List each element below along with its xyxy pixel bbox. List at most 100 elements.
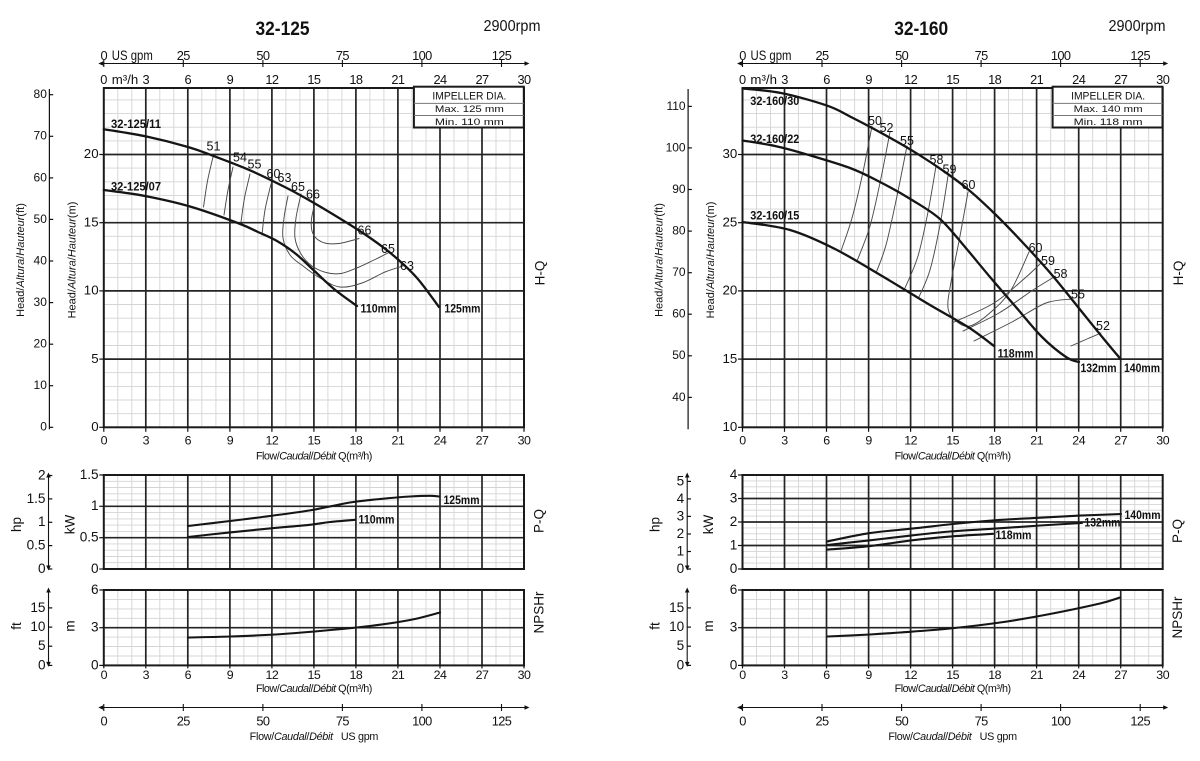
svg-text:0: 0 <box>100 72 107 87</box>
svg-text:3: 3 <box>781 72 788 87</box>
svg-text:Head/Altura/Hauteur(ft): Head/Altura/Hauteur(ft) <box>654 203 666 317</box>
svg-text:1: 1 <box>730 537 738 552</box>
svg-text:51: 51 <box>207 140 221 154</box>
svg-text:NPSHr: NPSHr <box>532 591 547 634</box>
svg-text:10: 10 <box>84 283 99 298</box>
svg-text:70: 70 <box>34 129 48 143</box>
svg-text:24: 24 <box>1072 668 1085 682</box>
svg-text:55: 55 <box>248 158 262 172</box>
svg-text:65: 65 <box>381 242 395 256</box>
svg-text:32-160/22: 32-160/22 <box>750 132 799 146</box>
svg-text:6: 6 <box>185 433 192 447</box>
svg-text:90: 90 <box>672 182 686 196</box>
svg-text:27: 27 <box>476 668 489 682</box>
svg-text:10: 10 <box>34 378 48 392</box>
svg-text:Flow/Caudal/Débit Q(m³/h): Flow/Caudal/Débit Q(m³/h) <box>256 451 372 463</box>
svg-text:3: 3 <box>730 620 738 635</box>
svg-text:1: 1 <box>91 498 99 513</box>
svg-text:110mm: 110mm <box>361 304 397 316</box>
svg-text:125: 125 <box>492 48 512 63</box>
svg-text:2900rpm: 2900rpm <box>484 18 541 35</box>
svg-text:32-125/11: 32-125/11 <box>111 117 161 131</box>
svg-text:20: 20 <box>34 337 48 351</box>
svg-text:0: 0 <box>101 48 108 63</box>
svg-text:0.5: 0.5 <box>27 538 46 553</box>
svg-text:0: 0 <box>677 657 685 672</box>
svg-text:25: 25 <box>815 714 829 729</box>
svg-text:15: 15 <box>946 72 960 87</box>
svg-text:60: 60 <box>672 307 686 321</box>
svg-text:15: 15 <box>946 668 959 682</box>
svg-text:60: 60 <box>1029 241 1043 255</box>
svg-text:18: 18 <box>988 668 1001 682</box>
svg-text:m³/h: m³/h <box>112 72 139 87</box>
svg-text:52: 52 <box>880 121 894 135</box>
svg-text:0: 0 <box>739 668 746 682</box>
svg-text:0: 0 <box>730 561 738 576</box>
svg-text:50: 50 <box>895 714 909 729</box>
svg-text:63: 63 <box>400 259 414 273</box>
svg-text:118mm: 118mm <box>998 349 1034 361</box>
svg-text:40: 40 <box>672 390 686 404</box>
svg-text:0: 0 <box>739 48 746 63</box>
svg-text:H-Q: H-Q <box>1171 261 1186 286</box>
svg-text:63: 63 <box>278 171 292 185</box>
svg-text:3: 3 <box>781 433 788 447</box>
svg-text:30: 30 <box>1156 433 1169 447</box>
svg-text:52: 52 <box>1096 319 1110 333</box>
svg-text:59: 59 <box>943 163 957 177</box>
svg-text:0: 0 <box>38 657 46 672</box>
svg-text:12: 12 <box>266 433 279 447</box>
svg-text:Flow/Caudal/Débit Q(m³/h): Flow/Caudal/Débit Q(m³/h) <box>895 683 1011 695</box>
svg-text:30: 30 <box>723 146 738 161</box>
svg-text:Flow/Caudal/Débit Q(m³/h): Flow/Caudal/Débit Q(m³/h) <box>895 451 1011 463</box>
svg-text:1: 1 <box>38 514 46 529</box>
svg-text:9: 9 <box>865 668 872 682</box>
svg-text:110mm: 110mm <box>359 515 395 527</box>
svg-text:30: 30 <box>518 433 531 447</box>
svg-text:27: 27 <box>476 433 489 447</box>
svg-text:6: 6 <box>823 72 830 87</box>
svg-text:9: 9 <box>227 668 234 682</box>
svg-text:100: 100 <box>412 714 432 729</box>
svg-text:125: 125 <box>492 714 512 729</box>
svg-text:4: 4 <box>677 491 685 506</box>
svg-text:hp: hp <box>9 517 24 532</box>
svg-text:15: 15 <box>308 433 321 447</box>
svg-text:Head/Altura/Hauteur(ft): Head/Altura/Hauteur(ft) <box>15 203 27 317</box>
svg-text:20: 20 <box>84 146 99 161</box>
svg-text:32-125/07: 32-125/07 <box>111 180 161 194</box>
svg-text:100: 100 <box>666 140 686 154</box>
svg-text:5: 5 <box>677 638 685 653</box>
svg-text:58: 58 <box>930 153 944 167</box>
svg-text:80: 80 <box>34 87 48 101</box>
svg-text:6: 6 <box>91 582 99 597</box>
svg-text:2: 2 <box>730 514 738 529</box>
svg-text:9: 9 <box>865 433 872 447</box>
svg-text:60: 60 <box>34 170 48 184</box>
svg-text:30: 30 <box>1156 668 1169 682</box>
svg-text:21: 21 <box>391 72 405 87</box>
svg-text:9: 9 <box>227 433 234 447</box>
svg-text:3: 3 <box>781 668 788 682</box>
svg-text:27: 27 <box>1114 72 1128 87</box>
svg-text:0: 0 <box>739 714 746 729</box>
svg-text:IMPELLER DIA.: IMPELLER DIA. <box>1071 90 1145 102</box>
svg-text:30: 30 <box>34 295 48 309</box>
svg-text:15: 15 <box>723 351 738 366</box>
svg-text:54: 54 <box>233 151 247 165</box>
svg-text:118mm: 118mm <box>996 530 1032 542</box>
svg-text:80: 80 <box>672 224 686 238</box>
svg-text:kW: kW <box>701 515 716 535</box>
svg-text:24: 24 <box>433 72 447 87</box>
svg-text:Flow/Caudal/Débit Q(m³/h): Flow/Caudal/Débit Q(m³/h) <box>256 683 372 695</box>
svg-text:27: 27 <box>1114 668 1127 682</box>
svg-text:2900rpm: 2900rpm <box>1109 18 1166 35</box>
svg-text:70: 70 <box>672 265 686 279</box>
svg-text:10: 10 <box>30 619 46 634</box>
svg-text:27: 27 <box>1114 433 1127 447</box>
svg-text:27: 27 <box>475 72 489 87</box>
svg-text:Min. 110 mm: Min. 110 mm <box>435 117 504 127</box>
svg-text:66: 66 <box>358 224 372 238</box>
svg-text:Flow/Caudal/Débit US gpm: Flow/Caudal/Débit US gpm <box>250 731 379 743</box>
